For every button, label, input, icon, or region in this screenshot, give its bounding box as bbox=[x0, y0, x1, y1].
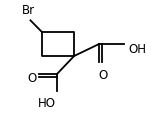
Text: OH: OH bbox=[128, 43, 146, 55]
Text: HO: HO bbox=[37, 96, 55, 109]
Text: O: O bbox=[27, 72, 37, 84]
Text: O: O bbox=[99, 68, 108, 81]
Text: Br: Br bbox=[22, 4, 35, 17]
